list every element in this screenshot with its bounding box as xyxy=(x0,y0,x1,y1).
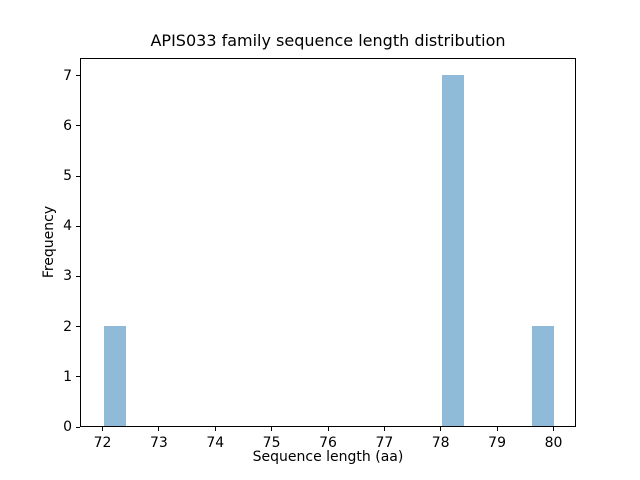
chart-title: APIS033 family sequence length distribut… xyxy=(150,31,506,50)
y-tick-label: 5 xyxy=(63,168,72,184)
x-tick-mark xyxy=(214,427,216,431)
x-tick-mark xyxy=(383,427,385,431)
y-tick-label: 0 xyxy=(63,419,72,435)
histogram-bar xyxy=(531,325,555,426)
x-tick-label: 72 xyxy=(93,435,112,451)
y-tick-label: 3 xyxy=(63,268,72,285)
y-tick-mark xyxy=(76,125,80,127)
x-tick-mark xyxy=(553,427,554,431)
y-tick-mark xyxy=(76,426,80,428)
x-tick-mark xyxy=(271,427,273,431)
y-tick-mark xyxy=(76,376,80,378)
x-tick-label: 78 xyxy=(431,435,450,451)
y-tick-mark xyxy=(76,75,80,77)
y-tick-mark xyxy=(76,225,80,227)
x-tick-mark xyxy=(440,427,442,431)
y-tick-label: 7 xyxy=(63,67,72,84)
y-tick-label: 4 xyxy=(63,218,72,235)
x-tick-label: 75 xyxy=(262,435,281,451)
x-tick-label: 80 xyxy=(544,435,563,451)
x-tick-label: 74 xyxy=(206,435,225,451)
y-tick-label: 2 xyxy=(63,318,72,335)
x-tick-label: 79 xyxy=(488,435,506,451)
y-tick-label: 6 xyxy=(63,117,72,134)
y-tick-mark xyxy=(76,275,80,277)
y-tick-label: 1 xyxy=(63,368,72,385)
x-tick-mark xyxy=(327,427,329,431)
histogram-bar xyxy=(441,74,465,426)
x-tick-label: 77 xyxy=(375,435,394,451)
plot-area xyxy=(80,58,576,427)
x-tick-mark xyxy=(496,427,498,431)
y-tick-mark xyxy=(76,175,80,177)
x-tick-mark xyxy=(102,427,103,431)
x-tick-mark xyxy=(158,427,160,431)
x-tick-label: 73 xyxy=(149,435,168,451)
histogram-bar xyxy=(103,325,126,426)
x-axis-label: Sequence length (aa) xyxy=(252,449,404,465)
x-tick-label: 76 xyxy=(319,435,337,451)
y-tick-mark xyxy=(76,326,80,328)
